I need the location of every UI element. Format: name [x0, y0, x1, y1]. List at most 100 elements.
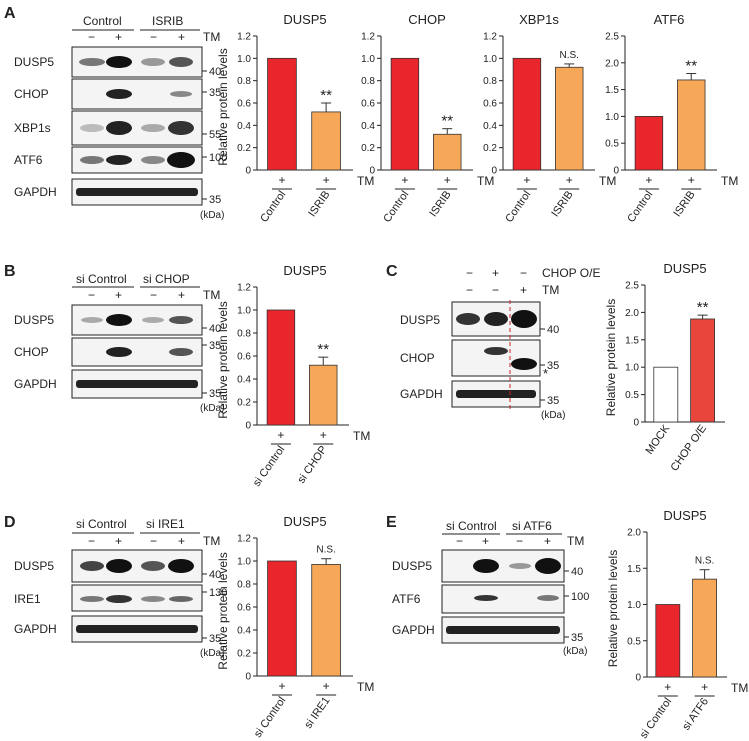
y-tick-label: 0.8: [237, 76, 251, 87]
y-tick-label: 1.5: [625, 335, 639, 346]
kda-label-b: (kDa): [200, 403, 224, 414]
kda-label-d: (kDa): [200, 648, 224, 659]
band: [81, 317, 103, 323]
bar: [555, 66, 584, 171]
protein-label-a-atf6: ATF6: [14, 153, 43, 167]
tm-sign: +: [278, 679, 285, 693]
marker-e-1: 40: [571, 566, 583, 578]
y-axis-label: Relative protein levels: [216, 301, 230, 418]
marker-d-1: 40: [209, 569, 221, 581]
significance-stars: **: [697, 299, 709, 316]
marker-a-1: 40: [209, 66, 221, 78]
band: [106, 314, 132, 326]
tm-label: TM: [721, 174, 738, 188]
tm-sign: +: [323, 679, 330, 693]
tm-sign: +: [278, 173, 285, 187]
category-label: si Control: [251, 444, 287, 489]
band: [511, 310, 537, 328]
chart-title: XBP1s: [519, 12, 559, 27]
tm-sign-d-3: −: [150, 534, 157, 548]
category-label: ISRIB: [549, 189, 575, 219]
tm-label: TM: [731, 681, 748, 695]
blot-b-chop: [71, 337, 203, 367]
c-row1-1: −: [466, 266, 473, 280]
y-tick-label: 0.5: [625, 390, 639, 401]
y-tick-label: 2.0: [605, 58, 619, 69]
blot-c-chop: [451, 339, 541, 377]
marker-b-2: 35: [209, 340, 221, 352]
bar-chart-a-chop: CHOP 0 0.2 0.4 0.6 0.8 1.0 1.2 + Control ** + ISRIB T…: [361, 12, 494, 225]
y-tick-label: 0.6: [483, 99, 497, 110]
band: [168, 559, 194, 573]
tm-label-d: TM: [203, 534, 220, 548]
group-label-b-control: si Control: [76, 272, 127, 286]
marker-a-5: 35: [209, 194, 221, 206]
y-tick-label: 1.2: [483, 32, 497, 43]
band: [80, 596, 104, 602]
panel-label-c: C: [386, 263, 398, 280]
bar-chart-a-atf6: ATF6 0 0.5 1.0 1.5 2.0 2.5 + Control ** + ISRIB TM: [605, 12, 738, 225]
chart-title: DUSP5: [283, 12, 326, 27]
group-label-b-chop: si CHOP: [143, 272, 190, 286]
bar: [266, 309, 296, 426]
y-tick-label: 0.4: [237, 121, 251, 132]
tm-sign-e-4: +: [544, 534, 551, 548]
group-label-a-control: Control: [83, 14, 122, 28]
marker-a-4: 100: [209, 152, 227, 164]
c-row1-2: +: [492, 266, 499, 280]
significance-stars: **: [685, 58, 697, 75]
y-axis-label: Relative protein levels: [216, 48, 230, 165]
category-label: si Control: [638, 696, 674, 741]
c-row2-2: −: [492, 283, 499, 297]
y-tick-label: 1.0: [625, 363, 639, 374]
tm-label-b: TM: [203, 288, 220, 302]
y-tick-label: 0.6: [237, 603, 251, 614]
band: [76, 188, 198, 196]
bar: [677, 79, 706, 171]
protein-label-c-chop: CHOP: [400, 351, 435, 365]
category-label: si IRE1: [302, 695, 332, 731]
tm-sign: +: [444, 173, 451, 187]
band: [141, 156, 165, 164]
band: [169, 596, 193, 602]
y-axis-label: Relative protein levels: [216, 552, 230, 669]
category-label: Control: [258, 189, 288, 225]
category-label: CHOP O/E: [668, 423, 709, 474]
category-label: MOCK: [643, 422, 672, 456]
marker-e-2: 100: [571, 591, 589, 603]
category-label: Control: [625, 189, 655, 225]
tm-sign: +: [566, 173, 573, 187]
kda-label-e: (kDa): [563, 646, 587, 657]
y-tick-label: 0.4: [361, 121, 375, 132]
protein-label-a-xbp1s: XBP1s: [14, 121, 51, 135]
y-tick-label: 0: [245, 672, 251, 683]
y-tick-label: 1.2: [237, 534, 251, 545]
marker-d-3: 35: [209, 633, 221, 645]
bar: [267, 57, 297, 171]
band: [168, 121, 194, 135]
chart-title: DUSP5: [283, 514, 326, 529]
protein-label-e-dusp5: DUSP5: [392, 559, 432, 573]
bar: [655, 604, 681, 678]
bar: [309, 364, 338, 426]
significance-ns: N.S.: [560, 50, 579, 61]
c-row2-3: +: [520, 283, 527, 297]
band: [535, 558, 561, 574]
bar: [311, 564, 341, 677]
band: [141, 58, 165, 66]
category-label: Control: [503, 189, 533, 225]
y-tick-label: 1.0: [237, 54, 251, 65]
group-label-a-isrib: ISRIB: [152, 14, 183, 28]
marker-b-1: 40: [209, 323, 221, 335]
tm-sign-b-1: −: [88, 288, 95, 302]
y-tick-label: 1.0: [627, 600, 641, 611]
marker-a-3: 55: [209, 129, 221, 141]
y-axis-label: Relative protein levels: [604, 299, 618, 416]
tm-sign: +: [664, 680, 671, 694]
band: [79, 58, 105, 66]
band: [106, 347, 132, 357]
tm-sign-a-3: −: [150, 30, 157, 44]
y-tick-label: 0.6: [361, 99, 375, 110]
band: [141, 561, 165, 571]
significance-ns: N.S.: [695, 556, 714, 567]
